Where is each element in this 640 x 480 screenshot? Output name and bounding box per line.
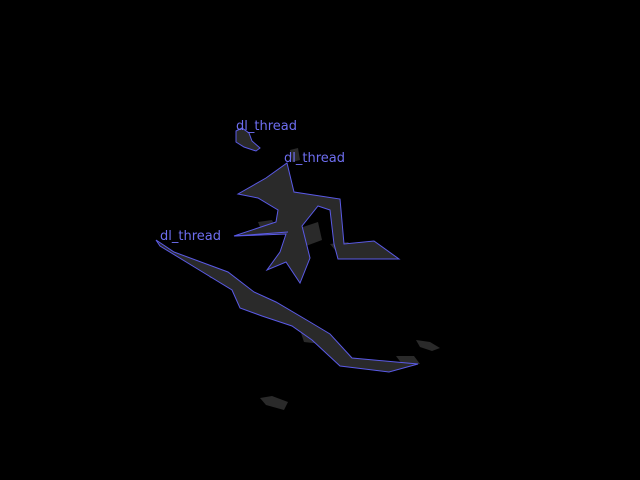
- thread-blob-small: [235, 127, 261, 152]
- thread-long-shape: [155, 239, 419, 373]
- thread-figure-shape: [233, 162, 401, 285]
- shadow-shape: [396, 356, 420, 364]
- shadow-shape: [416, 340, 440, 351]
- thread-label: dl_thread: [284, 151, 345, 166]
- shadow-shape: [260, 396, 288, 410]
- label-leader-line: [233, 231, 289, 237]
- thread-label: dl_thread: [236, 119, 297, 134]
- shadow-shape: [290, 148, 300, 162]
- thread-label: dl_thread: [160, 229, 221, 244]
